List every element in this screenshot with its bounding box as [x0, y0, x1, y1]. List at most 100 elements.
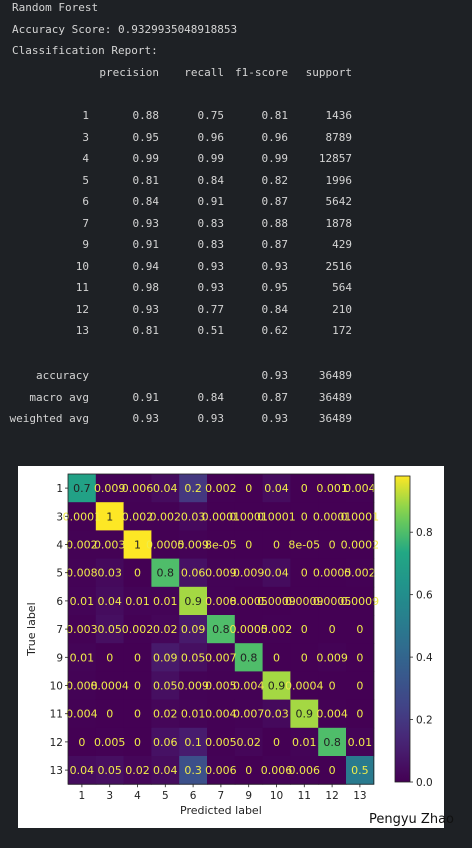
- heatmap-cell-label: 0: [245, 764, 252, 777]
- report-cell-f1: 0.87: [261, 238, 289, 251]
- heatmap-cell-label: 0.005: [205, 736, 237, 749]
- heatmap-cell-label: 0.04: [153, 482, 178, 495]
- heatmap-cell: [123, 530, 152, 560]
- heatmap-cell: [123, 756, 152, 785]
- heatmap-cell: [123, 615, 152, 644]
- x-tick-label: 3: [106, 790, 113, 802]
- heatmap-cell-label: 0.0001: [229, 510, 268, 523]
- heatmap-cell-label: 0.009: [177, 539, 209, 552]
- heatmap-cell-label: 0: [134, 680, 141, 693]
- heatmap-cell-label: 0: [301, 482, 308, 495]
- x-tick-label: 1: [79, 790, 86, 802]
- heatmap-cell-label: 0.0005: [313, 595, 352, 608]
- report-cell-f1: 0.62: [261, 324, 289, 337]
- heatmap-cell-label: 0.002: [344, 567, 376, 580]
- heatmap-cell: [290, 727, 319, 757]
- heatmap-cell: [95, 643, 125, 672]
- heatmap-cell: [95, 727, 125, 757]
- heatmap-cell: [68, 671, 97, 701]
- heatmap-cell: [234, 530, 264, 560]
- heatmap-cell-label: 0: [78, 736, 85, 749]
- report-cell-support: 12857: [318, 152, 352, 165]
- heatmap-cell-label: 0.006: [205, 764, 237, 777]
- heatmap-cell-label: 0: [329, 623, 336, 636]
- heatmap-cell-label: 0.02: [125, 764, 150, 777]
- report-cell-precision: 0.95: [132, 130, 160, 144]
- heatmap-cell: [95, 474, 125, 503]
- report-row-label: 11: [75, 281, 89, 294]
- heatmap-cell-label: 0.05: [181, 651, 206, 664]
- heatmap-cell-label: 0.0001: [63, 510, 102, 523]
- heatmap-cell-label: 0.007: [205, 651, 237, 664]
- report-cell-recall: 0.91: [197, 195, 225, 208]
- heatmap-cell: [318, 502, 347, 531]
- heatmap-cell-label: 0.003: [94, 539, 126, 552]
- heatmap-cell-label: 0.04: [264, 482, 289, 495]
- heatmap-cell: [179, 643, 208, 672]
- heatmap-cell-label: 0.9: [296, 708, 314, 721]
- heatmap-cell: [123, 474, 152, 503]
- heatmap-cell: [68, 586, 97, 616]
- report-cell-recall: 0.93: [197, 259, 225, 273]
- report-row-label: 9: [82, 238, 89, 251]
- heatmap-cell: [262, 756, 291, 785]
- heatmap-cell: [95, 586, 125, 616]
- y-tick-label: 12: [50, 737, 63, 749]
- heatmap-cell: [68, 727, 97, 757]
- heatmap-cell-label: 0.004: [233, 680, 265, 693]
- x-tick-label: 12: [325, 790, 338, 802]
- heatmap-cell: [95, 699, 125, 729]
- heatmap-cell: [151, 699, 180, 729]
- heatmap-cell: [346, 586, 375, 616]
- report-cell-f1: 0.87: [261, 390, 289, 404]
- report-cell-f1: 0.99: [261, 152, 289, 165]
- heatmap-cell: [207, 699, 236, 729]
- report-cell-support: 564: [332, 281, 352, 294]
- heatmap-cell-label: 0.0002: [341, 539, 380, 552]
- heatmap-cell: [262, 558, 291, 588]
- heatmap-cell: [262, 643, 291, 672]
- heatmap-cell-label: 0: [273, 539, 280, 552]
- heatmap-cell: [179, 474, 208, 503]
- colorbar-tick-label: 0.0: [416, 777, 433, 789]
- heatmap-cell-label: 0.009: [233, 567, 265, 580]
- heatmap-cell: [68, 502, 97, 531]
- heatmap-cell: [68, 474, 97, 503]
- heatmap-cell: [318, 671, 347, 701]
- report-cell-f1: 0.93: [261, 259, 289, 273]
- heatmap-cell-label: 0.04: [153, 764, 178, 777]
- heatmap-cell-label: 0.002: [66, 539, 98, 552]
- report-cell-recall: 0.93: [197, 281, 225, 294]
- heatmap-cell: [318, 727, 347, 757]
- heatmap-cell-label: 0.9: [184, 595, 202, 608]
- heatmap-cell: [207, 530, 236, 560]
- report-cell-precision: 0.93: [132, 302, 160, 316]
- report-cell-support: 36489: [318, 390, 352, 404]
- report-cell-support: 1436: [325, 109, 353, 122]
- heatmap-cell-label: 0: [301, 623, 308, 636]
- heatmap-cell: [290, 502, 319, 531]
- colorbar: [394, 475, 411, 783]
- report-cell-support: 210: [332, 302, 352, 316]
- y-tick-label: 3: [56, 511, 63, 523]
- heatmap-cell: [318, 586, 347, 616]
- heatmap-cell-label: 0.01: [70, 595, 95, 608]
- heatmap-cell-label: 0.01: [181, 708, 206, 721]
- report-summary-label: macro avg: [29, 390, 89, 404]
- heatmap-cell: [151, 756, 180, 785]
- heatmap-cell-label: 0.0001: [313, 510, 352, 523]
- heatmap-cell-label: 0.006: [122, 482, 154, 495]
- heatmap-cell-label: 0.03: [264, 708, 289, 721]
- heatmap-cell: [234, 558, 264, 588]
- heatmap-cell: [234, 699, 264, 729]
- heatmap-cell-label: 0.9: [268, 680, 286, 693]
- report-cell-recall: 0.84: [197, 390, 225, 404]
- heatmap-cell-label: 0.0005: [146, 539, 185, 552]
- report-cell-f1: 0.84: [261, 302, 289, 316]
- heatmap-cell: [123, 727, 152, 757]
- heatmap-cell: [346, 671, 375, 701]
- heatmap-cell-label: 0: [301, 510, 308, 523]
- heatmap-cell: [207, 615, 236, 644]
- heatmap-cell-label: 0.5: [351, 764, 369, 777]
- heatmap-cell: [151, 727, 180, 757]
